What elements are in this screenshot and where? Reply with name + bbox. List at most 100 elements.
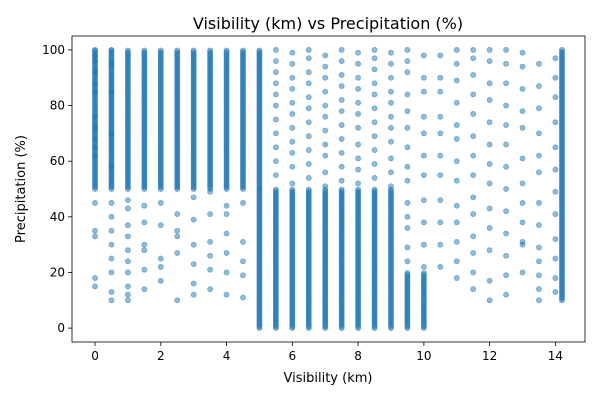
- data-point: [355, 60, 361, 67]
- data-point: [559, 47, 565, 53]
- y-tick-label: 100: [42, 43, 65, 57]
- data-point: [108, 227, 115, 234]
- data-point: [272, 102, 279, 109]
- data-point: [272, 186, 279, 193]
- data-point: [486, 97, 493, 103]
- data-point: [536, 105, 542, 112]
- data-point: [141, 202, 148, 209]
- data-point: [289, 163, 296, 170]
- data-point: [125, 222, 131, 229]
- data-point: [536, 83, 542, 89]
- data-point: [305, 69, 312, 76]
- data-point: [420, 241, 427, 248]
- data-point: [404, 200, 411, 206]
- data-point: [470, 133, 477, 140]
- data-point: [305, 174, 312, 181]
- data-point: [388, 88, 394, 95]
- data-point: [486, 119, 493, 126]
- data-point: [92, 113, 98, 120]
- data-point: [305, 133, 312, 140]
- data-point: [388, 74, 394, 81]
- data-point: [371, 55, 378, 62]
- data-point: [207, 266, 214, 273]
- data-point: [190, 241, 197, 248]
- data-point: [305, 94, 312, 101]
- data-point: [503, 80, 509, 87]
- data-point: [322, 52, 329, 59]
- data-point: [108, 163, 115, 170]
- y-tick-label: 40: [50, 210, 65, 224]
- data-point: [289, 124, 296, 131]
- data-point: [223, 291, 230, 298]
- data-point: [240, 200, 246, 206]
- data-point: [536, 200, 542, 206]
- data-point: [125, 291, 131, 298]
- data-point: [470, 233, 477, 240]
- data-point: [503, 186, 509, 192]
- data-point: [108, 200, 115, 206]
- data-point: [338, 97, 345, 103]
- data-point: [125, 283, 131, 290]
- data-point: [404, 225, 411, 231]
- data-point: [125, 47, 131, 54]
- data-point: [536, 286, 542, 293]
- data-point: [536, 272, 542, 279]
- data-point: [355, 155, 361, 162]
- data-point: [388, 99, 394, 106]
- data-point: [552, 119, 559, 126]
- data-point: [519, 108, 526, 115]
- data-point: [388, 169, 394, 176]
- data-point: [404, 108, 411, 115]
- data-point: [174, 250, 181, 256]
- data-point: [174, 227, 181, 234]
- data-point: [371, 91, 378, 98]
- y-tick-label: 20: [50, 265, 65, 279]
- data-point: [355, 124, 361, 131]
- data-point: [190, 261, 197, 268]
- data-point: [503, 122, 509, 128]
- data-point: [338, 58, 345, 64]
- data-point: [289, 49, 296, 56]
- data-point: [272, 80, 279, 87]
- data-point: [305, 161, 312, 167]
- data-point: [272, 116, 279, 123]
- data-point: [371, 186, 378, 193]
- data-point: [338, 163, 345, 170]
- data-point: [338, 136, 345, 142]
- data-point: [157, 263, 164, 270]
- data-point: [420, 88, 427, 95]
- y-axis-label: Precipitation (%): [14, 135, 29, 243]
- y-tick-label: 0: [57, 321, 65, 335]
- data-point: [536, 258, 542, 265]
- data-point: [371, 147, 378, 153]
- data-point: [420, 197, 427, 204]
- data-point: [371, 174, 378, 181]
- data-point: [420, 263, 427, 270]
- data-point: [289, 149, 296, 156]
- data-point: [305, 80, 312, 87]
- data-point: [355, 166, 361, 173]
- data-point: [453, 99, 460, 106]
- data-point: [289, 99, 296, 106]
- data-point: [190, 291, 197, 298]
- data-point: [92, 58, 98, 64]
- data-point: [92, 52, 98, 59]
- data-point: [552, 144, 559, 151]
- data-point: [355, 186, 361, 193]
- data-point: [223, 47, 230, 54]
- data-point: [125, 233, 131, 240]
- data-point: [272, 158, 279, 165]
- data-point: [437, 74, 444, 81]
- data-point: [404, 163, 411, 170]
- data-point: [108, 297, 115, 304]
- data-point: [486, 277, 493, 284]
- data-point: [519, 124, 526, 131]
- data-point: [125, 258, 131, 265]
- data-point: [470, 211, 477, 217]
- data-point: [371, 66, 378, 73]
- data-point: [355, 85, 361, 92]
- data-point: [338, 149, 345, 156]
- data-point: [536, 222, 542, 229]
